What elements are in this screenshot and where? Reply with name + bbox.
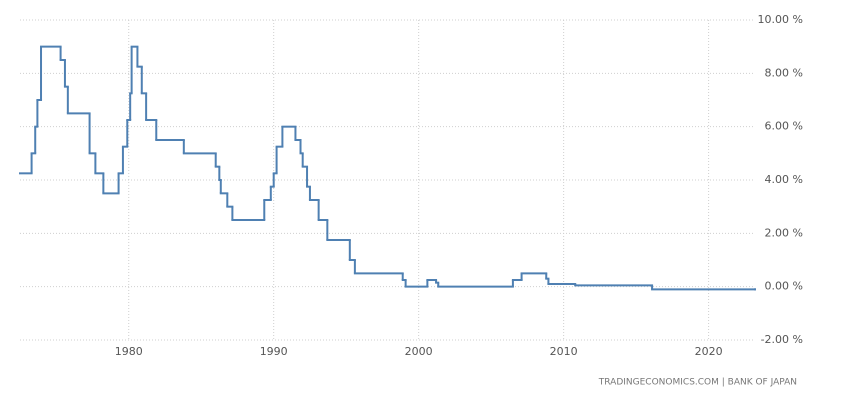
source: TRADINGECONOMICS.COM | BANK OF JAPAN — [598, 378, 797, 388]
x-tick-label: 1980 — [115, 345, 143, 358]
x-tick-label: 2000 — [405, 345, 433, 358]
y-tick-label: 10.00 % — [758, 13, 803, 26]
y-tick-label: 2.00 % — [765, 226, 803, 239]
y-tick-label: 6.00 % — [765, 120, 803, 133]
x-tick-label: 1990 — [260, 345, 288, 358]
y-tick-label: 0.00 % — [765, 280, 803, 293]
x-tick-label: 2010 — [550, 345, 578, 358]
x-tick-label: 2020 — [695, 345, 723, 358]
y-tick-label: -2.00 % — [761, 333, 803, 346]
y-tick-label: 4.00 % — [765, 173, 803, 186]
y-tick-label: 8.00 % — [765, 66, 803, 79]
